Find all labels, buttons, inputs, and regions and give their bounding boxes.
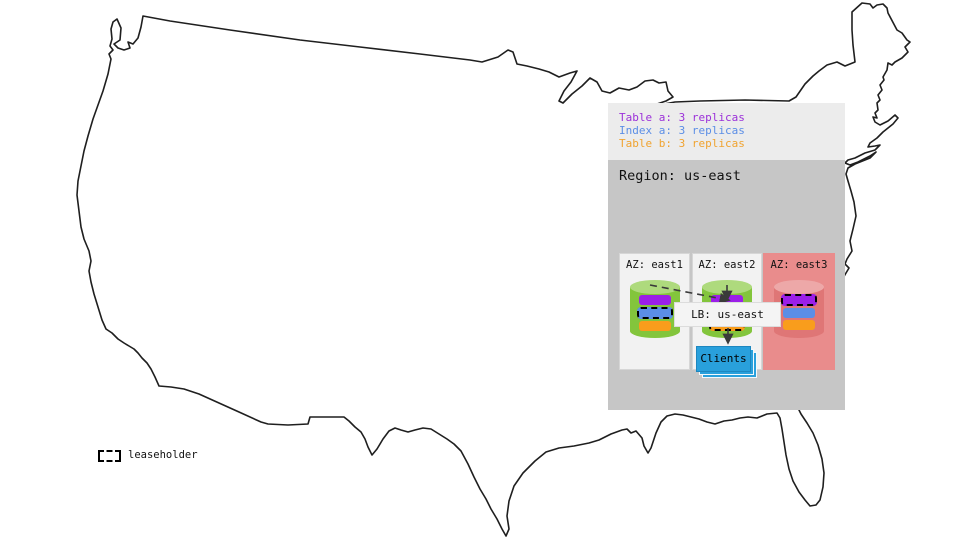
index-a-replica (783, 308, 815, 318)
clients-stack[interactable]: Clients (696, 346, 757, 378)
clients-box[interactable]: Clients (696, 346, 751, 372)
legend-line-0: Table a: 3 replicas (619, 111, 745, 124)
az-label: AZ: east1 (626, 259, 683, 271)
region-title: Region: us-east (619, 168, 741, 184)
leaseholder-key-label: leaseholder (128, 449, 198, 461)
replica-bars (630, 293, 680, 333)
legend-line-1: Index a: 3 replicas (619, 124, 745, 137)
region-panel: Table a: 3 replicas Index a: 3 replicas Ta… (608, 103, 845, 410)
cylinder-top (702, 280, 752, 294)
cylinder-top (774, 280, 824, 294)
table-a-replica (638, 295, 671, 305)
replica-bars (774, 293, 824, 332)
index-a-replica-leaseholder (636, 307, 673, 319)
replica-legend: Table a: 3 replicas Index a: 3 replicas Ta… (608, 103, 845, 160)
az-label: AZ: east2 (698, 259, 756, 271)
database-cylinder-icon (629, 280, 680, 338)
az-label: AZ: east3 (770, 259, 828, 271)
cylinder-top (629, 280, 680, 294)
table-b-replica (638, 321, 671, 331)
table-b-replica (783, 320, 815, 330)
load-balancer-box[interactable]: LB: us-east (674, 302, 781, 327)
table-a-replica-leaseholder (781, 294, 817, 306)
database-cylinder-icon (774, 280, 824, 338)
legend-line-2: Table b: 3 replicas (619, 137, 745, 150)
leaseholder-swatch-icon (98, 450, 121, 462)
